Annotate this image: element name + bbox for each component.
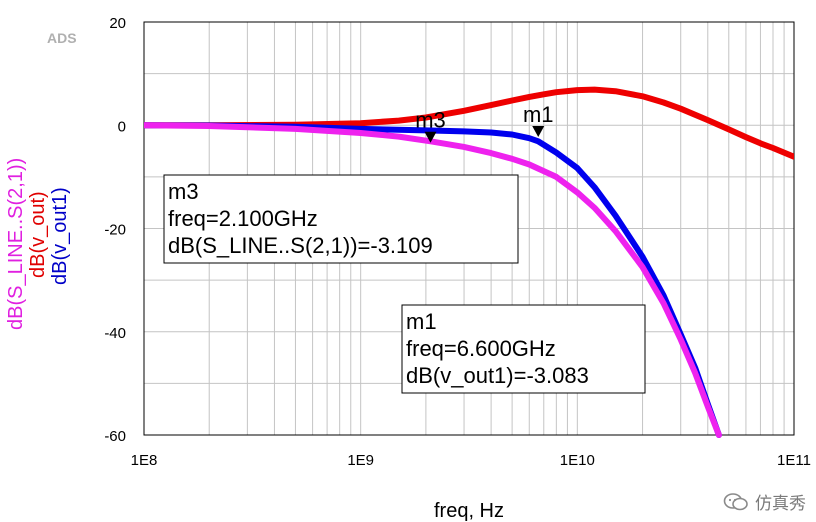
y-tick-label: -60 xyxy=(104,428,126,445)
y-tick-label: 20 xyxy=(109,15,126,32)
x-tick-label: 1E10 xyxy=(560,452,595,469)
plot-frame xyxy=(143,21,795,436)
y-tick-label: 0 xyxy=(118,118,126,135)
watermark: 仿真秀 xyxy=(723,489,806,514)
series-layer xyxy=(144,86,794,438)
readout-line: m3 xyxy=(168,179,199,204)
readout-layer: m3freq=2.100GHzdB(S_LINE..S(2,1))=-3.109… xyxy=(163,174,646,394)
readout-line: m1 xyxy=(406,309,437,334)
x-axis-title: freq, Hz xyxy=(434,500,504,522)
marker-label: m1 xyxy=(523,102,554,127)
readout-box xyxy=(401,304,646,394)
series-line xyxy=(144,86,794,160)
x-tick-label: 1E11 xyxy=(777,452,811,469)
ads-badge: ADS xyxy=(47,30,77,46)
readout-line: freq=2.100GHz xyxy=(168,206,318,231)
tick-labels: 1E8 1E9 1E10 1E11 20 0 -20 -40 -60 xyxy=(104,15,811,469)
readout-line: dB(S_LINE..S(2,1))=-3.109 xyxy=(168,233,433,258)
marker-label: m3 xyxy=(415,108,446,133)
y-tick-label: -40 xyxy=(104,325,126,342)
watermark-text: 仿真秀 xyxy=(755,494,806,514)
readout-line: dB(v_out1)=-3.083 xyxy=(406,363,589,388)
y-axis-label: dB(v_out1) xyxy=(49,187,71,285)
y-axis-labels: dB(S_LINE..S(2,1)) dB(v_out) dB(v_out1) xyxy=(5,158,71,330)
marker-layer: m3 m1 xyxy=(415,102,554,143)
y-axis-label: dB(S_LINE..S(2,1)) xyxy=(5,158,27,330)
y-axis-label: dB(v_out) xyxy=(27,191,49,278)
readout-box xyxy=(163,174,519,264)
marker-triangle xyxy=(532,126,545,138)
series-line xyxy=(144,122,722,438)
marker-triangle xyxy=(424,131,437,143)
x-tick-label: 1E9 xyxy=(347,452,374,469)
wechat-icon xyxy=(723,492,748,510)
readout-line: freq=6.600GHz xyxy=(406,336,556,361)
y-tick-label: -20 xyxy=(104,222,126,239)
x-tick-label: 1E8 xyxy=(131,452,158,469)
